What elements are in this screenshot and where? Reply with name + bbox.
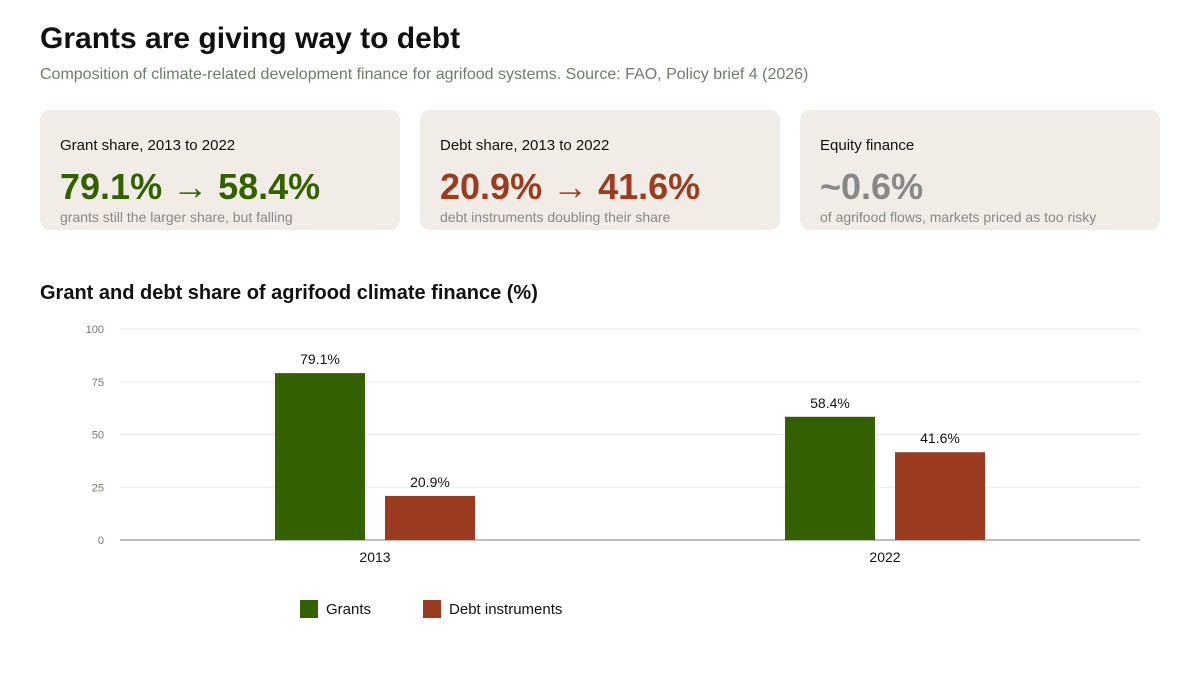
y-tick-label: 100 [86,324,104,336]
bar-grants [785,416,875,540]
legend-label-grants: Grants [326,600,372,618]
kpi-label: Grant share, 2013 to 2022 [60,137,236,154]
kpi-note: debt instruments doubling their share [440,209,671,225]
chart-title: Grant and debt share of agrifood climate… [40,282,538,304]
data-label: 20.9% [410,474,450,490]
x-tick-label: 2013 [359,549,390,565]
page-title: Grants are giving way to debt [40,22,461,55]
legend-label-debt-instruments: Debt instruments [449,600,563,618]
legend-swatch-debt-instruments [423,600,442,618]
data-label: 79.1% [300,351,340,367]
kpi-card-grant-share: Grant share, 2013 to 2022 79.1% → 58.4% … [40,110,400,230]
y-tick-label: 75 [92,377,104,389]
bar-grants [275,373,365,540]
kpi-value: 20.9% → 41.6% [440,166,701,207]
y-tick-label: 0 [98,535,104,547]
kpi-value: 79.1% → 58.4% [60,166,321,207]
kpi-label: Debt share, 2013 to 2022 [440,137,610,154]
kpi-value: ~0.6% [820,166,924,207]
kpi-note: of agrifood flows, markets priced as too… [820,209,1097,225]
x-tick-label: 2022 [869,549,900,565]
kpi-card-debt-share: Debt share, 2013 to 2022 20.9% → 41.6% d… [420,110,780,230]
bar-debt-instruments [385,495,475,540]
legend-swatch-grants [300,600,318,618]
bar-debt-instruments [895,452,985,540]
data-label: 58.4% [810,395,850,411]
chart-legend: Grants Debt instruments [300,600,562,618]
y-tick-label: 25 [92,482,104,494]
page-subtitle: Composition of climate-related developme… [40,66,809,83]
legend-item-debt-instruments: Debt instruments [423,600,562,618]
kpi-card-equity-finance: Equity finance ~0.6% of agrifood flows, … [800,110,1160,230]
y-tick-label: 50 [92,430,104,442]
legend-item-grants: Grants [300,600,371,618]
kpi-row: Grant share, 2013 to 2022 79.1% → 58.4% … [40,110,1160,230]
data-label: 41.6% [920,430,960,446]
kpi-label: Equity finance [820,137,915,154]
kpi-note: grants still the larger share, but falli… [60,209,293,225]
